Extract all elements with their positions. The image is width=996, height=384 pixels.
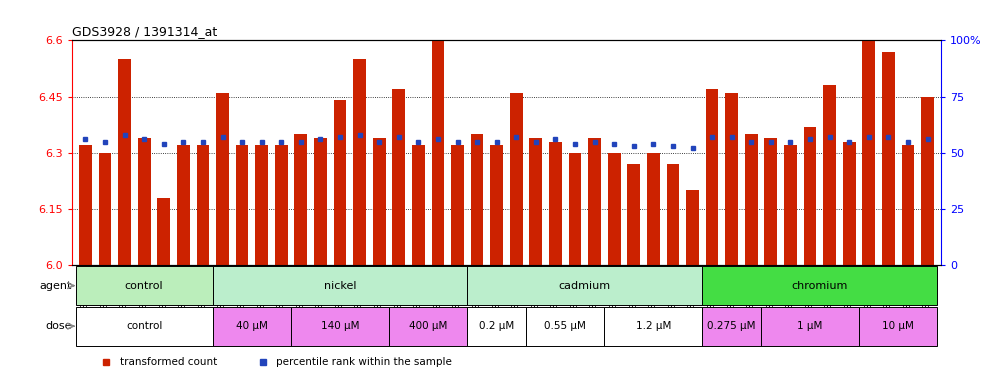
- Bar: [702, 307, 761, 346]
- Text: dose: dose: [46, 321, 72, 331]
- Bar: [804, 127, 817, 265]
- Bar: [157, 198, 170, 265]
- Text: 1.2 μM: 1.2 μM: [635, 321, 671, 331]
- Text: 1 μM: 1 μM: [798, 321, 823, 331]
- Text: 0.275 μM: 0.275 μM: [707, 321, 756, 331]
- Text: nickel: nickel: [324, 281, 357, 291]
- Bar: [389, 307, 467, 346]
- Bar: [76, 266, 213, 305]
- Bar: [526, 307, 605, 346]
- Bar: [213, 266, 467, 305]
- Text: 140 μM: 140 μM: [321, 321, 360, 331]
- Bar: [392, 89, 405, 265]
- Bar: [824, 85, 836, 265]
- Bar: [530, 138, 542, 265]
- Bar: [784, 146, 797, 265]
- Bar: [863, 40, 875, 265]
- Bar: [702, 266, 937, 305]
- Bar: [859, 307, 937, 346]
- Bar: [334, 100, 347, 265]
- Bar: [490, 146, 503, 265]
- Bar: [373, 138, 385, 265]
- Bar: [921, 97, 934, 265]
- Bar: [291, 307, 389, 346]
- Bar: [451, 146, 464, 265]
- Bar: [765, 138, 777, 265]
- Bar: [213, 307, 291, 346]
- Text: 40 μM: 40 μM: [236, 321, 268, 331]
- Text: agent: agent: [40, 281, 72, 291]
- Bar: [236, 146, 248, 265]
- Bar: [725, 93, 738, 265]
- Bar: [608, 153, 621, 265]
- Bar: [843, 142, 856, 265]
- Bar: [255, 146, 268, 265]
- Text: 10 μM: 10 μM: [882, 321, 914, 331]
- Bar: [295, 134, 307, 265]
- Bar: [119, 59, 130, 265]
- Text: chromium: chromium: [792, 281, 848, 291]
- Bar: [589, 138, 601, 265]
- Bar: [76, 307, 213, 346]
- Bar: [761, 307, 859, 346]
- Bar: [627, 164, 640, 265]
- Bar: [549, 142, 562, 265]
- Text: control: control: [125, 321, 162, 331]
- Bar: [412, 146, 424, 265]
- Bar: [99, 153, 112, 265]
- Text: 0.55 μM: 0.55 μM: [544, 321, 587, 331]
- Bar: [431, 40, 444, 265]
- Bar: [216, 93, 229, 265]
- Bar: [882, 51, 894, 265]
- Bar: [901, 146, 914, 265]
- Text: transformed count: transformed count: [120, 357, 217, 367]
- Text: GDS3928 / 1391314_at: GDS3928 / 1391314_at: [72, 25, 217, 38]
- Bar: [569, 153, 582, 265]
- Bar: [647, 153, 659, 265]
- Text: percentile rank within the sample: percentile rank within the sample: [276, 357, 452, 367]
- Bar: [196, 146, 209, 265]
- Text: 0.2 μM: 0.2 μM: [479, 321, 514, 331]
- Bar: [706, 89, 718, 265]
- Bar: [686, 190, 699, 265]
- Bar: [275, 146, 288, 265]
- Bar: [177, 146, 189, 265]
- Bar: [314, 138, 327, 265]
- Bar: [666, 164, 679, 265]
- Bar: [605, 307, 702, 346]
- Text: control: control: [124, 281, 163, 291]
- Bar: [471, 134, 483, 265]
- Text: 400 μM: 400 μM: [409, 321, 447, 331]
- Bar: [79, 146, 92, 265]
- Bar: [354, 59, 366, 265]
- Text: cadmium: cadmium: [559, 281, 611, 291]
- Bar: [510, 93, 523, 265]
- Bar: [467, 266, 702, 305]
- Bar: [745, 134, 758, 265]
- Bar: [137, 138, 150, 265]
- Bar: [467, 307, 526, 346]
